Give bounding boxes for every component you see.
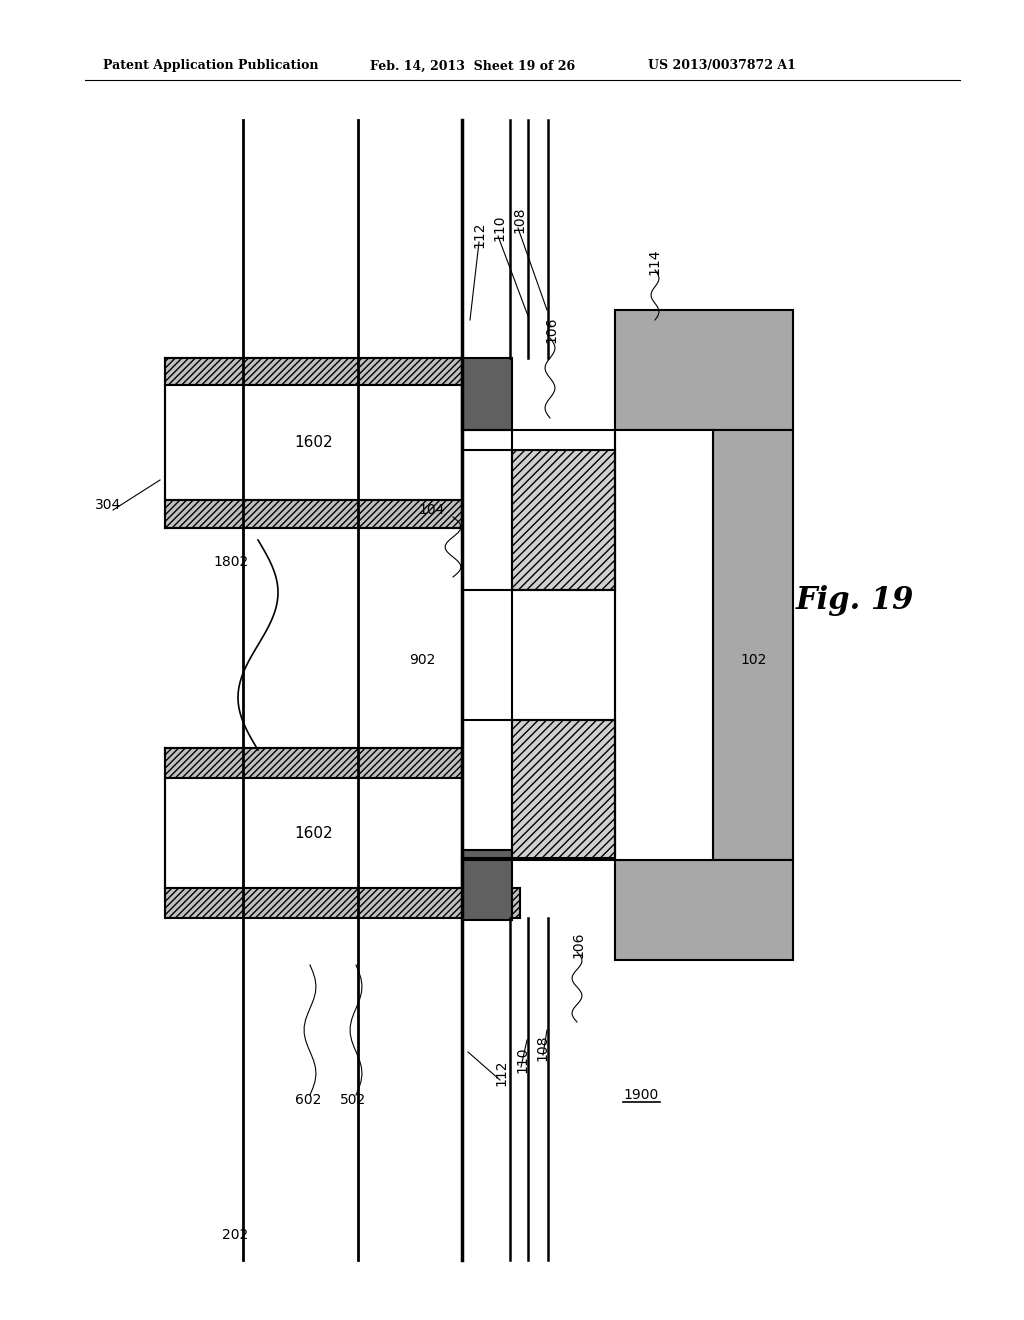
Bar <box>713 430 793 861</box>
Text: 108: 108 <box>535 1035 549 1061</box>
Text: 110: 110 <box>492 215 506 242</box>
Text: 106: 106 <box>544 317 558 343</box>
Text: 902: 902 <box>409 653 435 667</box>
Text: 1900: 1900 <box>623 1088 658 1102</box>
Text: Feb. 14, 2013  Sheet 19 of 26: Feb. 14, 2013 Sheet 19 of 26 <box>370 59 575 73</box>
Text: 1802: 1802 <box>213 554 248 569</box>
Text: Patent Application Publication: Patent Application Publication <box>103 59 318 73</box>
Bar <box>462 358 512 430</box>
Text: 112: 112 <box>472 222 486 248</box>
Text: 104: 104 <box>419 503 445 517</box>
Bar <box>165 777 462 888</box>
Bar <box>615 861 793 960</box>
Text: 114: 114 <box>647 248 662 276</box>
Bar <box>165 358 462 385</box>
Text: US 2013/0037872 A1: US 2013/0037872 A1 <box>648 59 796 73</box>
Text: Fig. 19: Fig. 19 <box>796 585 914 615</box>
Bar <box>462 850 512 920</box>
Bar <box>165 500 462 528</box>
Bar <box>512 450 615 590</box>
Text: 304: 304 <box>95 498 121 512</box>
Bar <box>165 748 462 777</box>
Text: 102: 102 <box>740 653 766 667</box>
Text: 1602: 1602 <box>294 436 333 450</box>
Text: 1602: 1602 <box>294 825 333 841</box>
Bar <box>165 888 520 917</box>
Text: 602: 602 <box>295 1093 322 1107</box>
Text: 112: 112 <box>494 1060 508 1086</box>
Bar <box>165 385 462 500</box>
Bar <box>615 310 793 430</box>
Text: 106: 106 <box>571 932 585 958</box>
Bar <box>615 430 713 861</box>
Text: 202: 202 <box>222 1228 248 1242</box>
Text: 110: 110 <box>515 1047 529 1073</box>
Text: 502: 502 <box>340 1093 367 1107</box>
Text: 108: 108 <box>512 207 526 234</box>
Bar <box>512 719 615 858</box>
